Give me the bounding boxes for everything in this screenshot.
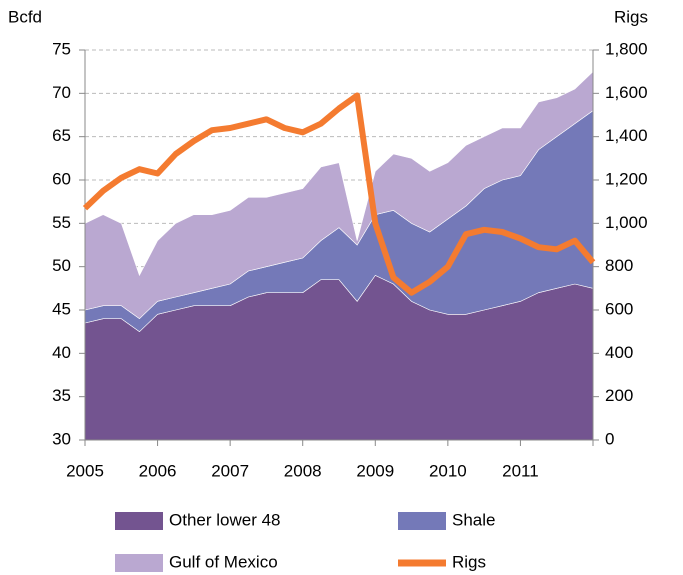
y-tick-label: 45 xyxy=(52,299,71,318)
x-tick-label: 2005 xyxy=(66,461,104,480)
y2-tick-label: 200 xyxy=(605,386,633,405)
y2-tick-label: 600 xyxy=(605,299,633,318)
x-tick-label: 2007 xyxy=(211,461,249,480)
legend-label: Other lower 48 xyxy=(169,510,281,529)
y2-tick-label: 0 xyxy=(605,429,614,448)
legend-swatch xyxy=(115,554,163,572)
legend-label: Rigs xyxy=(452,552,486,571)
y2-tick-label: 1,000 xyxy=(605,213,648,232)
legend-swatch xyxy=(398,512,446,530)
y-tick-label: 75 xyxy=(52,39,71,58)
y-tick-label: 50 xyxy=(52,256,71,275)
y2-axis-label: Rigs xyxy=(614,7,648,26)
x-tick-label: 2011 xyxy=(502,461,539,480)
y-tick-label: 70 xyxy=(52,83,71,102)
y2-tick-label: 1,200 xyxy=(605,169,648,188)
y2-tick-label: 800 xyxy=(605,256,633,275)
y2-tick-label: 400 xyxy=(605,343,633,362)
y2-tick-label: 1,600 xyxy=(605,83,648,102)
line xyxy=(82,92,596,296)
y2-tick-label: 1,800 xyxy=(605,39,648,58)
y-axis-label: Bcfd xyxy=(8,7,42,26)
legend-swatch xyxy=(115,512,163,530)
legend-label: Shale xyxy=(452,510,495,529)
y-tick-label: 55 xyxy=(52,213,71,232)
y-tick-label: 60 xyxy=(52,169,71,188)
legend-label: Gulf of Mexico xyxy=(169,552,278,571)
x-tick-label: 2006 xyxy=(139,461,177,480)
y-tick-label: 35 xyxy=(52,386,71,405)
x-tick-label: 2010 xyxy=(429,461,467,480)
y-tick-label: 65 xyxy=(52,126,71,145)
x-tick-label: 2009 xyxy=(356,461,394,480)
y-tick-label: 30 xyxy=(52,429,71,448)
y-tick-label: 40 xyxy=(52,343,71,362)
y2-tick-label: 1,400 xyxy=(605,126,648,145)
x-tick-label: 2008 xyxy=(284,461,322,480)
